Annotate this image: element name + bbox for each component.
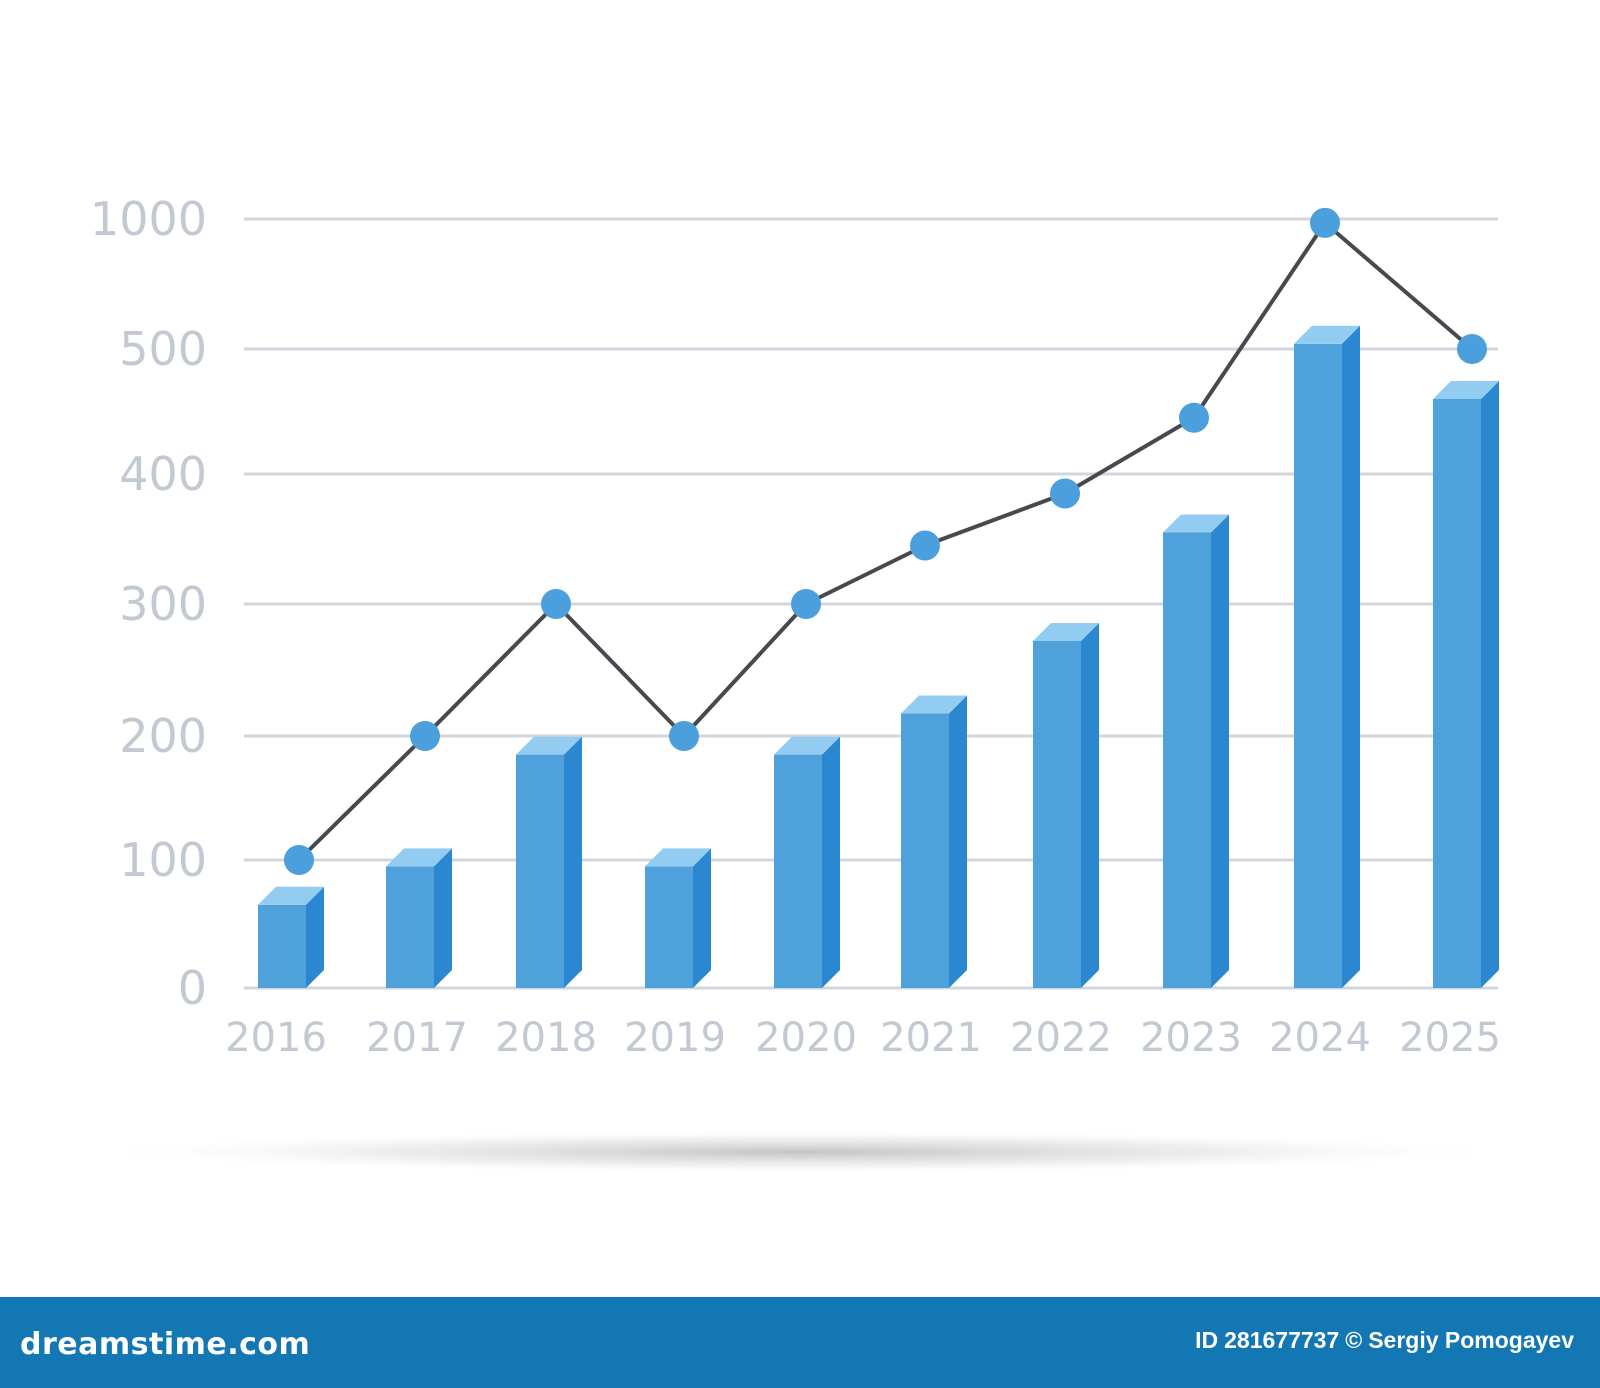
bar-front (1433, 399, 1481, 988)
bar-side (822, 736, 840, 988)
bar-front (1163, 532, 1211, 988)
bar-top (1033, 622, 1099, 641)
bar-top (901, 695, 967, 714)
x-tick-label-2018: 2018 (495, 1015, 597, 1061)
line-point-2024 (1310, 207, 1340, 238)
x-tick-label-2023: 2023 (1140, 1015, 1242, 1061)
bar-2019 (645, 848, 711, 988)
line-point-2016 (284, 845, 314, 875)
x-tick-label-2020: 2020 (755, 1015, 857, 1061)
bar-top (645, 848, 711, 867)
x-tick-label-2019: 2019 (624, 1015, 726, 1061)
x-tick-label-2017: 2017 (366, 1015, 468, 1061)
line-point-2017 (410, 721, 440, 751)
bar-front (1033, 640, 1081, 988)
y-tick-label: 300 (119, 577, 207, 631)
bar-front (386, 866, 434, 988)
line-point-2025 (1457, 334, 1487, 364)
watermark-footer: dreamstime.com ID 281677737 © Sergiy Pom… (0, 1297, 1600, 1388)
line-point-2023 (1179, 402, 1209, 433)
bar-top (1163, 514, 1229, 533)
line-point-2021 (910, 530, 940, 561)
bar-front (901, 713, 949, 988)
bar-2017 (386, 848, 452, 988)
chart-area: 0 100 200 300 400 500 1000 2016 2017 2018 2019 202… (80, 192, 1520, 1174)
combo-bar-line-chart: 0 100 200 300 400 500 1000 2016 2017 2018 2019 202… (80, 192, 1520, 1174)
x-tick-label-2025: 2025 (1399, 1015, 1501, 1061)
line-point-2022 (1050, 478, 1080, 509)
line-path (297, 220, 1474, 862)
bar-top (774, 736, 840, 755)
line-point-2020 (791, 589, 821, 619)
x-axis-ticks: 2016 2017 2018 2019 2020 2021 2022 2023 2024 2025 (225, 1015, 1501, 1061)
x-tick-label-2022: 2022 (1010, 1015, 1112, 1061)
y-axis-ticks: 0 100 200 300 400 500 1000 (90, 192, 207, 1015)
bar-front (516, 754, 564, 988)
y-tick-label: 1000 (90, 192, 207, 246)
bar-side (1481, 381, 1499, 988)
bar-side (434, 848, 452, 988)
bar-side (949, 695, 967, 988)
bar-side (1211, 514, 1229, 988)
bar-top (386, 848, 452, 867)
bar-side (1342, 325, 1360, 988)
watermark-id: 281677737 (1224, 1327, 1340, 1353)
line-series (284, 207, 1487, 875)
y-tick-label: 100 (119, 833, 207, 887)
bar-2018 (516, 736, 582, 988)
grid-lines (244, 217, 1498, 990)
bar-2023 (1163, 514, 1229, 988)
x-tick-label-2016: 2016 (225, 1015, 327, 1061)
bar-2021 (901, 695, 967, 988)
line-point-2018 (541, 589, 571, 619)
y-tick-label: 200 (119, 709, 207, 763)
y-tick-label: 0 (178, 961, 207, 1015)
floor-shadow (80, 1130, 1520, 1174)
bar-2024 (1294, 325, 1360, 988)
bar-side (564, 736, 582, 988)
bar-side (693, 848, 711, 988)
bar-2025 (1433, 381, 1499, 988)
watermark-credit: ID 281677737 © Sergiy Pomogayev (1195, 1327, 1574, 1354)
bar-front (645, 866, 693, 988)
bar-top (258, 886, 324, 905)
bar-front (774, 754, 822, 988)
bar-2020 (774, 736, 840, 988)
bar-2016 (258, 886, 324, 988)
bar-front (1294, 343, 1342, 988)
copyright-icon: © (1345, 1327, 1363, 1353)
y-tick-label: 400 (119, 447, 207, 501)
x-tick-label-2024: 2024 (1269, 1015, 1371, 1061)
line-point-2019 (669, 721, 699, 751)
bar-2022 (1033, 622, 1099, 988)
watermark-id-label: ID (1195, 1327, 1219, 1353)
y-tick-label: 500 (119, 322, 207, 376)
bar-top (516, 736, 582, 755)
bar-side (1081, 622, 1099, 988)
bar-top (1294, 325, 1360, 344)
watermark-site-text: dreamstime.com (20, 1327, 311, 1362)
x-tick-label-2021: 2021 (880, 1015, 982, 1061)
watermark-author: Sergiy Pomogayev (1368, 1327, 1574, 1353)
bar-front (258, 904, 306, 988)
bar-side (306, 886, 324, 988)
bar-series (258, 325, 1499, 988)
bar-top (1433, 381, 1499, 399)
